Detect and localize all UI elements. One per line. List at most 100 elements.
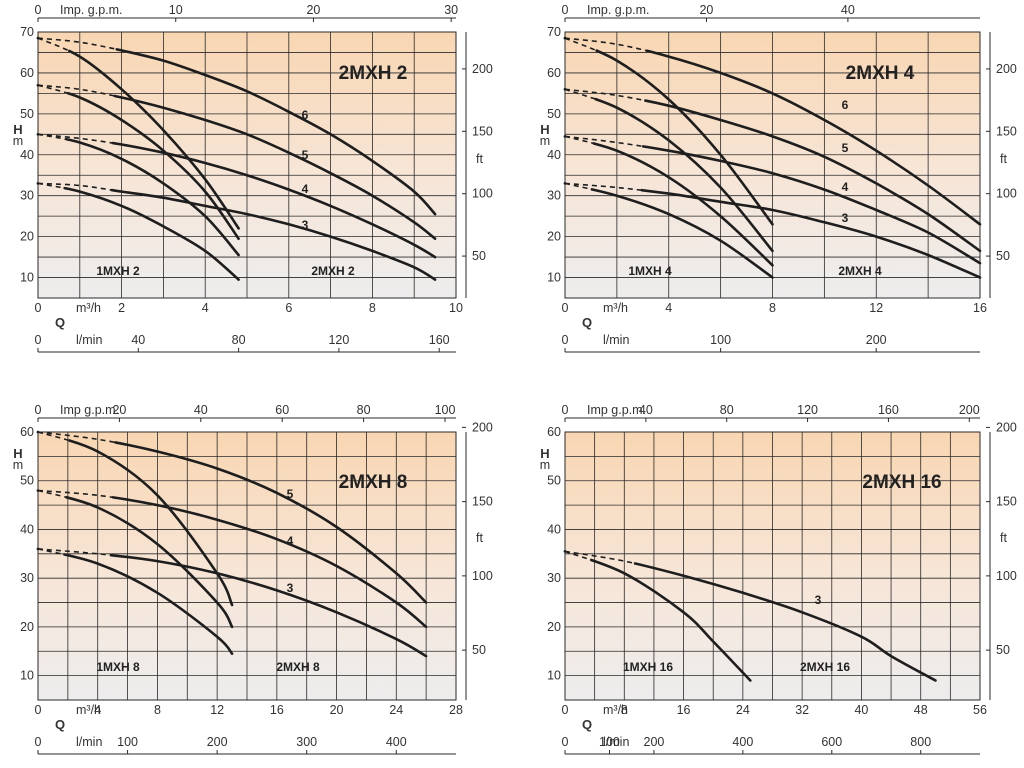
curve-series-dashed-1 <box>37 182 436 281</box>
curve-series-dashed-1 <box>37 548 427 657</box>
bottom-axis-lmin-tick-label: 400 <box>732 735 753 749</box>
curve-series-dashed-5 <box>564 182 773 279</box>
chart-title: 2MXH 8 <box>339 472 408 493</box>
top-axis-tick-label: 40 <box>194 403 208 417</box>
right-axis-tick-label: 200 <box>996 62 1017 76</box>
series-label: 6 <box>302 108 309 122</box>
top-axis-tick-label: 100 <box>435 403 456 417</box>
curve-series-dashed-3 <box>564 88 981 252</box>
bottom-axis-lmin-tick-label: 0 <box>35 333 42 347</box>
curve-series-dashed-8 <box>564 37 774 225</box>
y-axis-label-ft: ft <box>1000 152 1007 166</box>
region-label: 1MXH 4 <box>628 264 672 278</box>
bottom-axis-m3h-tick-label: 8 <box>154 703 161 717</box>
top-axis-title: Imp. g.p.m. <box>60 3 123 17</box>
right-axis-tick-label: 150 <box>472 495 493 509</box>
region-label: 1MXH 16 <box>623 660 673 674</box>
right-axis-tick-label: 100 <box>996 569 1017 583</box>
bottom-axis-lmin-tick-label: 200 <box>644 735 665 749</box>
curve-series-dashed-3 <box>37 84 436 240</box>
curve-series-dashed-2 <box>37 133 436 258</box>
left-axis-tick-label: 70 <box>547 25 561 39</box>
top-axis-tick-label: 20 <box>112 403 126 417</box>
curve-series-dashed-2 <box>37 489 427 628</box>
left-axis-tick-label: 60 <box>20 425 34 439</box>
bottom-axis-m3h-tick-label: 16 <box>270 703 284 717</box>
left-axis-tick-label: 70 <box>20 25 34 39</box>
left-axis-tick-label: 50 <box>547 107 561 121</box>
curve-series-dashed-4 <box>37 37 436 215</box>
right-axis-tick-label: 100 <box>472 569 493 583</box>
right-axis-tick-label: 150 <box>996 495 1017 509</box>
bottom-axis-lmin-tick-label: 200 <box>207 735 228 749</box>
right-axis-tick-label: 100 <box>996 187 1017 201</box>
bottom-axis-lmin-title: l/min <box>603 735 629 749</box>
series-label: 4 <box>302 182 309 196</box>
curve-series-dashed-2 <box>564 550 751 682</box>
bottom-axis-m3h-tick-label: 8 <box>769 301 776 315</box>
y-axis-label-h: H <box>540 122 549 137</box>
bottom-axis-m3h-tick-label: 4 <box>665 301 672 315</box>
left-axis-tick-label: 60 <box>20 66 34 80</box>
left-axis-tick-label: 30 <box>20 571 34 585</box>
curve-series-dashed-5 <box>37 489 233 628</box>
bottom-axis-m3h-tick-label: 0 <box>35 301 42 315</box>
curve-series-dashed-2 <box>564 135 981 264</box>
bottom-axis-lmin-title: l/min <box>76 735 102 749</box>
left-axis-tick-label: 10 <box>547 669 561 683</box>
bottom-axis-m3h-tick-label: 4 <box>202 301 209 315</box>
top-axis-tick-label: 20 <box>699 3 713 17</box>
left-axis-tick-label: 30 <box>20 189 34 203</box>
y-axis-label-ft: ft <box>1000 531 1007 545</box>
left-axis-tick-label: 40 <box>547 522 561 536</box>
top-axis-tick-label: 40 <box>841 3 855 17</box>
left-axis-tick-label: 60 <box>547 66 561 80</box>
left-axis-tick-label: 20 <box>547 230 561 244</box>
top-axis-tick-label: 0 <box>562 3 569 17</box>
bottom-axis-m3h-tick-label: 12 <box>210 703 224 717</box>
q-axis-label: Q <box>55 315 65 330</box>
bottom-axis-lmin-tick-label: 800 <box>910 735 931 749</box>
right-axis-tick-label: 50 <box>996 643 1010 657</box>
q-axis-label: Q <box>582 717 592 732</box>
top-axis-title: Imp g.p.m. <box>587 403 646 417</box>
y-axis-label-m: m <box>540 134 550 148</box>
y-axis-label-h: H <box>540 446 549 461</box>
top-axis-tick-label: 0 <box>562 403 569 417</box>
left-axis-tick-label: 50 <box>20 474 34 488</box>
bottom-axis-m3h-tick-label: 4 <box>94 703 101 717</box>
bottom-axis-m3h-tick-label: 56 <box>973 703 987 717</box>
top-axis-tick-label: 160 <box>878 403 899 417</box>
top-axis-tick-label: 80 <box>357 403 371 417</box>
curve-series-dashed-6 <box>37 133 240 256</box>
bottom-axis-m3h-tick-label: 12 <box>869 301 883 315</box>
curve-series-4 <box>563 36 982 226</box>
curve-series-dashed-1 <box>564 550 936 682</box>
bottom-axis-m3h-tick-label: 0 <box>35 703 42 717</box>
right-axis-tick-label: 150 <box>472 124 493 138</box>
bottom-axis-m3h-tick-label: 40 <box>854 703 868 717</box>
bottom-axis-m3h-title: m³/h <box>76 301 101 315</box>
left-axis-tick-label: 30 <box>547 189 561 203</box>
bottom-axis-m3h-tick-label: 6 <box>285 301 292 315</box>
bottom-axis-m3h-tick-label: 10 <box>449 301 463 315</box>
curve-series-dashed-1 <box>564 182 981 279</box>
y-axis-label-m: m <box>13 458 23 472</box>
bottom-axis-m3h-tick-label: 32 <box>795 703 809 717</box>
left-axis-tick-label: 30 <box>547 571 561 585</box>
series-label: 3 <box>842 211 849 225</box>
region-label: 2MXH 4 <box>838 264 882 278</box>
curve-series-dashed-7 <box>564 88 774 252</box>
bottom-axis-m3h-title: m³/h <box>603 301 628 315</box>
series-label: 5 <box>842 141 849 155</box>
y-axis-label-ft: ft <box>476 152 483 166</box>
q-axis-label: Q <box>582 315 592 330</box>
bottom-axis-m3h-tick-label: 48 <box>914 703 928 717</box>
left-axis-tick-label: 40 <box>20 522 34 536</box>
top-axis-tick-label: 20 <box>306 3 320 17</box>
bottom-axis-lmin-tick-label: 600 <box>821 735 842 749</box>
bottom-axis-m3h-tick-label: 8 <box>621 703 628 717</box>
top-axis-tick-label: 10 <box>169 3 183 17</box>
bottom-axis-lmin-title: l/min <box>76 333 102 347</box>
